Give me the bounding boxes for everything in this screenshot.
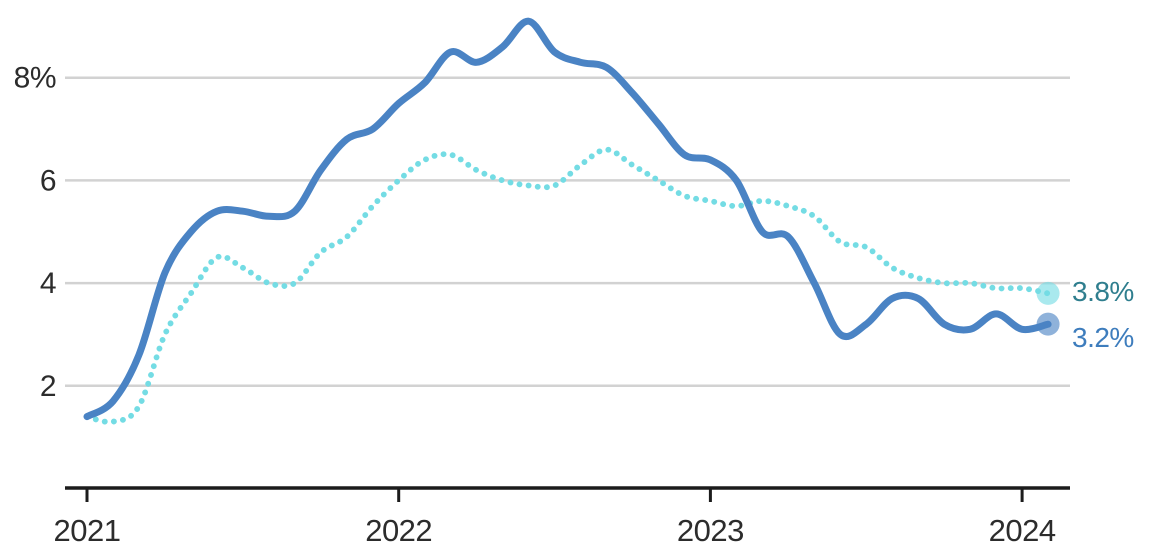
x-axis-tick-label: 2021 — [54, 513, 121, 548]
solid-blue-line-end-dot — [1036, 312, 1060, 336]
dotted-series-end-label: 3.8% — [1072, 276, 1134, 307]
dotted-teal-line-end-dot — [1036, 281, 1060, 305]
x-axis-tick-label: 2022 — [365, 513, 432, 548]
y-axis-tick-label: 4 — [40, 267, 56, 300]
x-axis-tick-label: 2023 — [677, 513, 744, 548]
solid-series-end-label: 3.2% — [1072, 322, 1134, 353]
y-axis-tick-label: 6 — [40, 164, 56, 197]
x-axis-tick-label: 2024 — [989, 513, 1056, 548]
y-axis-tick-label: 2 — [40, 370, 56, 403]
solid-blue-line — [83, 17, 1052, 421]
dotted-teal-line — [84, 146, 1051, 425]
y-axis-tick-label: 8% — [14, 62, 56, 95]
